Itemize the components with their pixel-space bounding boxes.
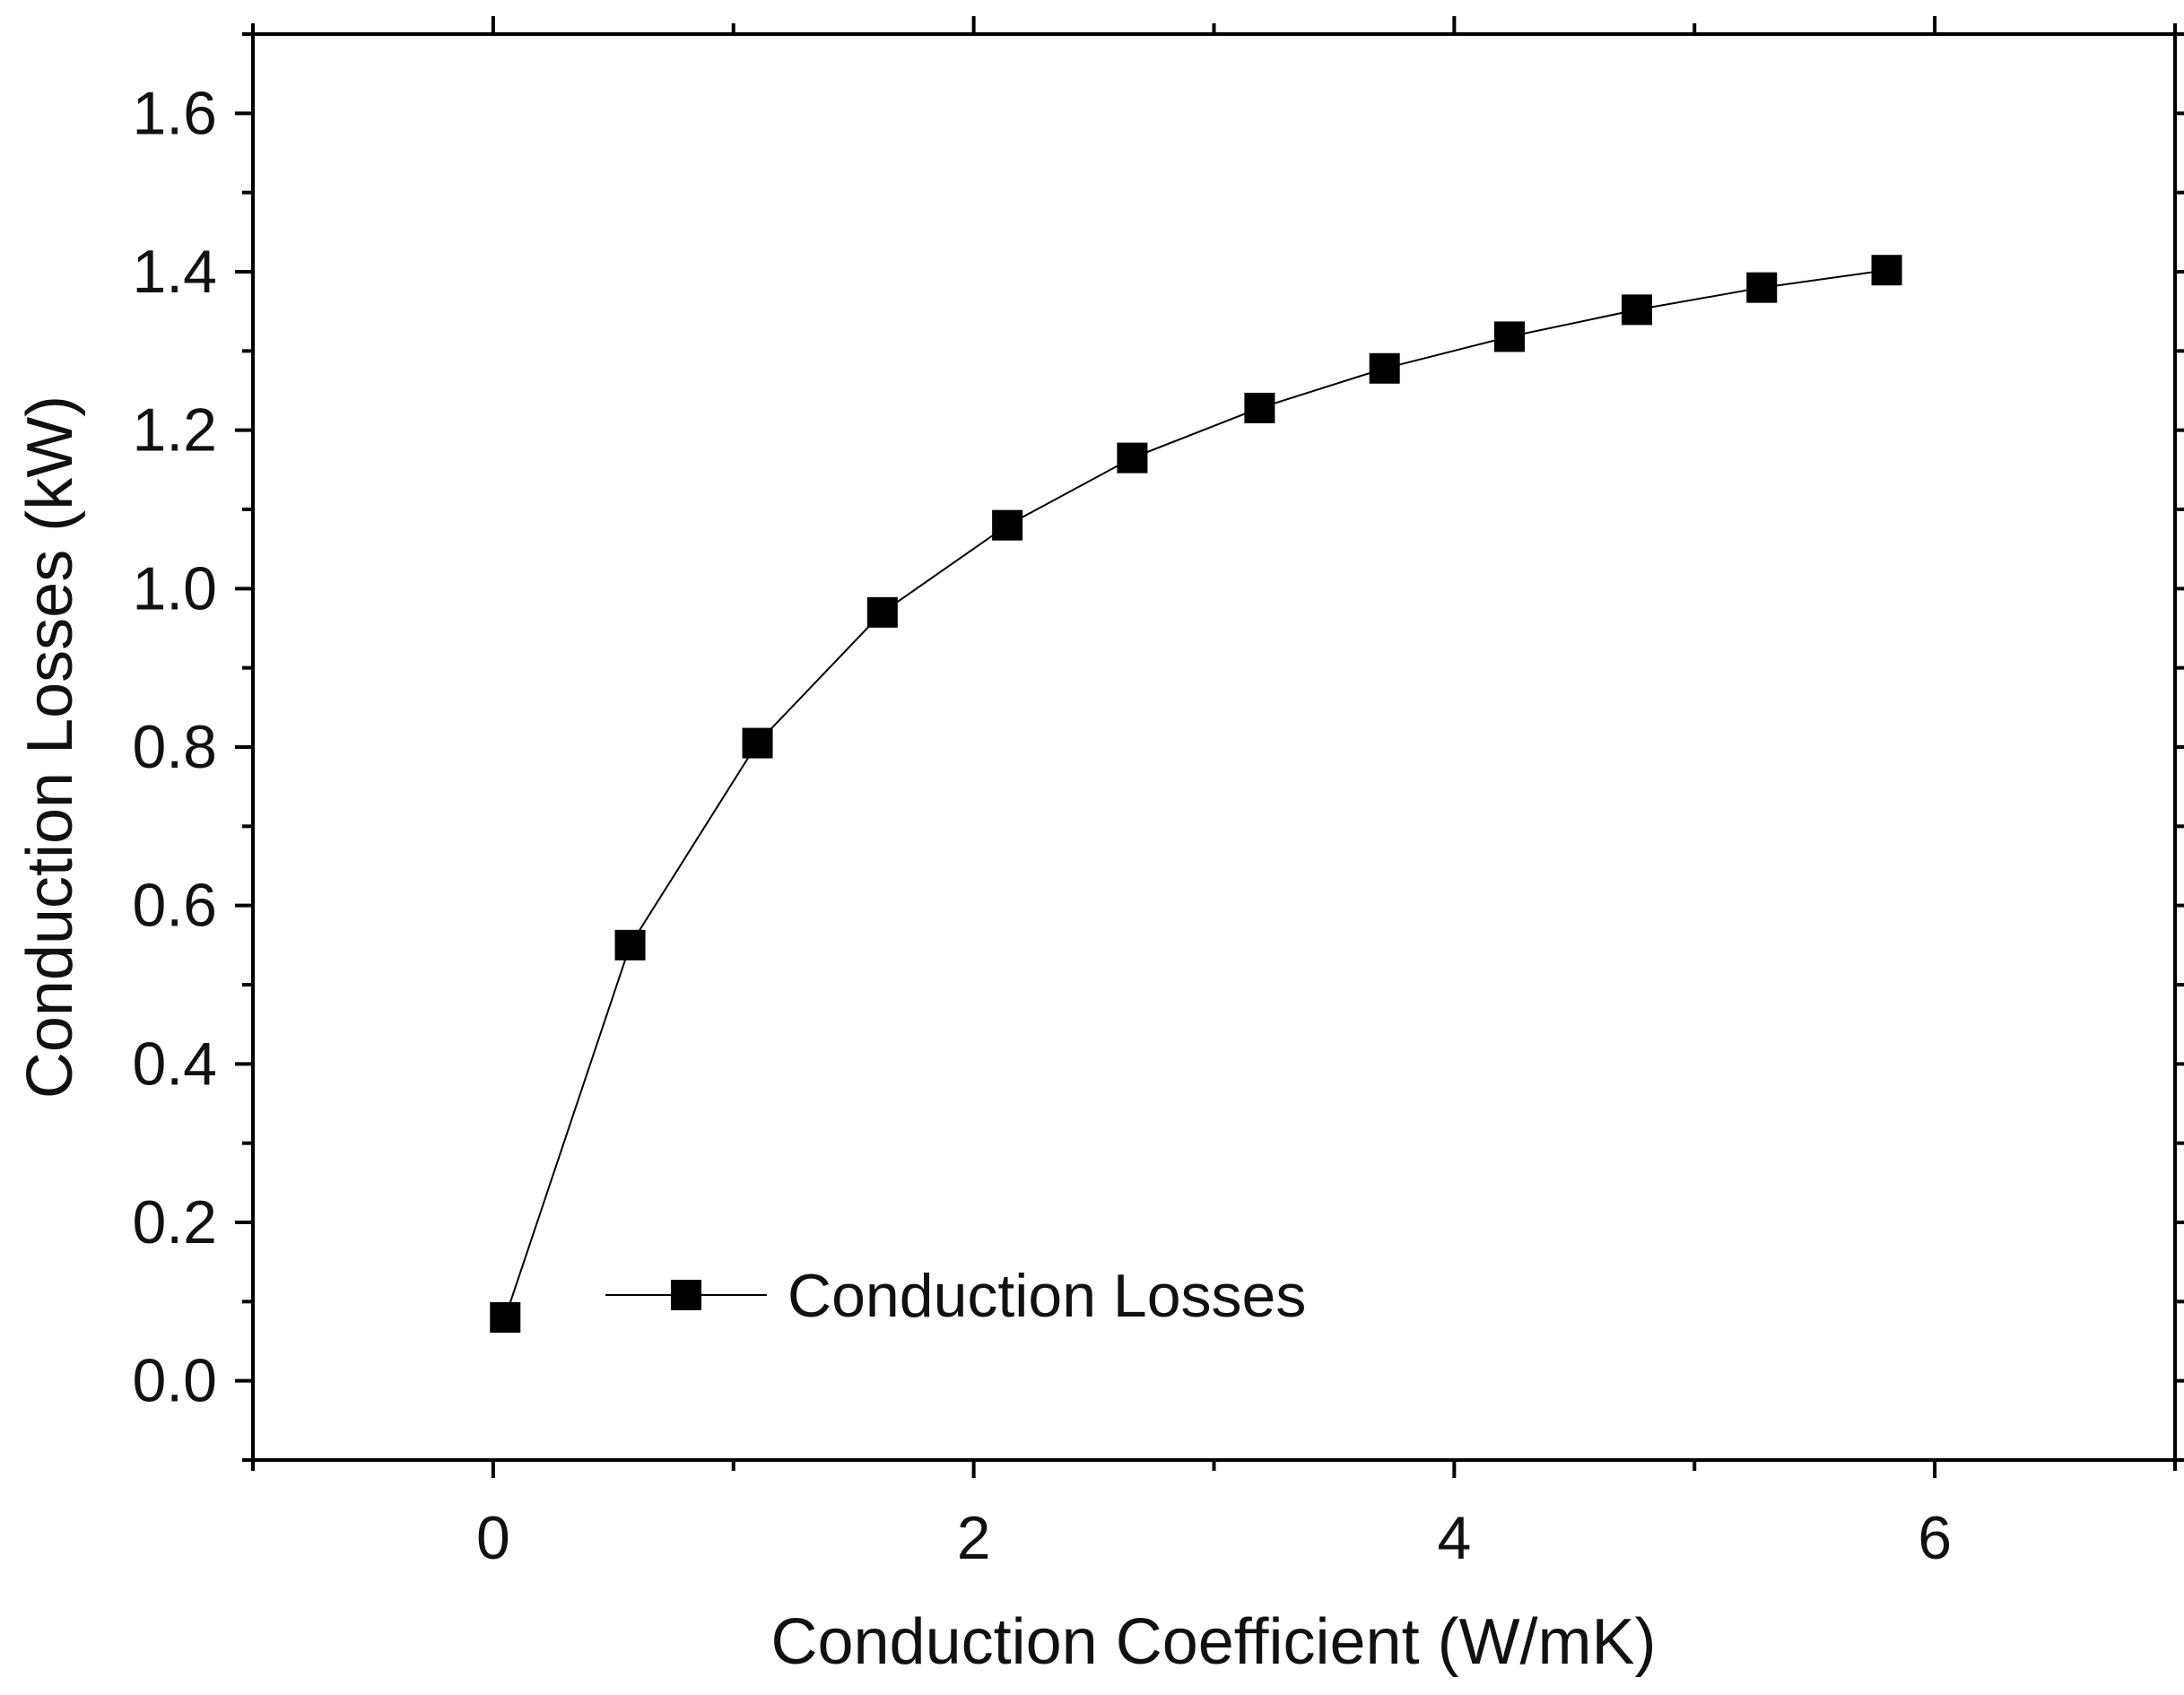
y-tick-label: 0.4	[132, 1030, 217, 1098]
y-axis-label: Conduction Losses (kW)	[14, 396, 86, 1099]
data-point	[1621, 294, 1652, 326]
y-tick-label: 1.0	[132, 554, 217, 622]
y-tick-label: 0.8	[132, 713, 217, 781]
plot-frame	[251, 32, 2177, 1462]
data-point	[490, 1302, 521, 1333]
data-point	[1493, 321, 1525, 352]
data-point	[1369, 352, 1400, 384]
data-point	[866, 596, 898, 628]
y-tick-label: 1.2	[132, 396, 217, 465]
series-line	[504, 269, 1887, 1318]
x-tick-label: 6	[1918, 1504, 1952, 1572]
data-point	[992, 509, 1023, 541]
data-point	[1117, 442, 1148, 474]
y-tick-label: 1.6	[132, 79, 217, 147]
legend: Conduction Losses	[605, 1262, 1306, 1330]
y-tick-label: 0.6	[132, 872, 217, 940]
legend-marker	[671, 1280, 701, 1310]
x-tick-label: 0	[476, 1504, 510, 1572]
x-axis-label: Conduction Coefficient (W/mK)	[770, 1606, 1656, 1678]
data-point	[1746, 272, 1778, 303]
x-tick-label: 4	[1437, 1504, 1471, 1572]
legend-label: Conduction Losses	[787, 1262, 1306, 1330]
series-layer	[490, 255, 1902, 1333]
data-point	[1244, 392, 1275, 423]
y-axis-ticks: 0.0 0.2 0.4 0.6 0.8 1.0 1.2 1.4 1.6	[132, 32, 2184, 1462]
x-tick-label: 2	[957, 1504, 991, 1572]
data-point	[614, 929, 646, 960]
y-tick-label: 1.4	[132, 238, 217, 306]
data-point	[742, 727, 773, 759]
x-axis-ticks: 0 2 4 6	[251, 16, 2177, 1572]
data-point	[1871, 255, 1902, 286]
y-tick-label: 0.0	[132, 1347, 217, 1415]
y-tick-label: 0.2	[132, 1188, 217, 1256]
